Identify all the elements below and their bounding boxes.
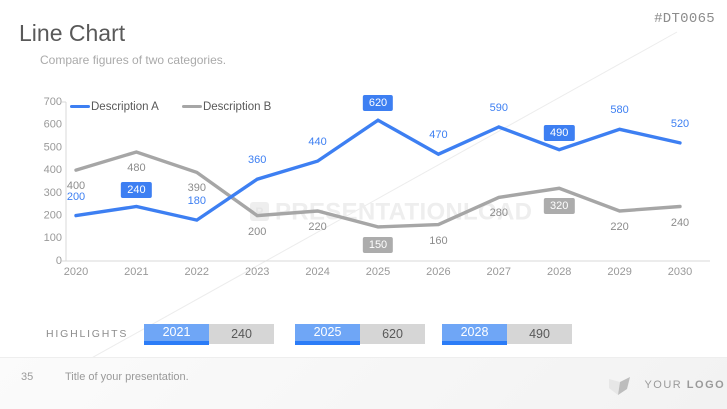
svg-text:400: 400 (44, 164, 62, 176)
svg-text:2028: 2028 (547, 266, 571, 277)
svg-text:700: 700 (44, 96, 62, 108)
svg-text:2020: 2020 (64, 266, 88, 277)
svg-text:0: 0 (56, 255, 62, 267)
svg-text:500: 500 (44, 141, 62, 153)
svg-text:2027: 2027 (487, 266, 511, 277)
svg-text:2025: 2025 (366, 266, 390, 277)
svg-text:2026: 2026 (426, 266, 450, 277)
svg-text:2030: 2030 (668, 266, 692, 277)
svg-text:200: 200 (44, 210, 62, 222)
svg-text:2022: 2022 (185, 266, 209, 277)
svg-text:2029: 2029 (607, 266, 631, 277)
svg-text:2023: 2023 (245, 266, 269, 277)
svg-text:300: 300 (44, 187, 62, 199)
svg-text:600: 600 (44, 119, 62, 131)
svg-text:2021: 2021 (124, 266, 148, 277)
svg-text:100: 100 (44, 232, 62, 244)
svg-text:2024: 2024 (305, 266, 329, 277)
